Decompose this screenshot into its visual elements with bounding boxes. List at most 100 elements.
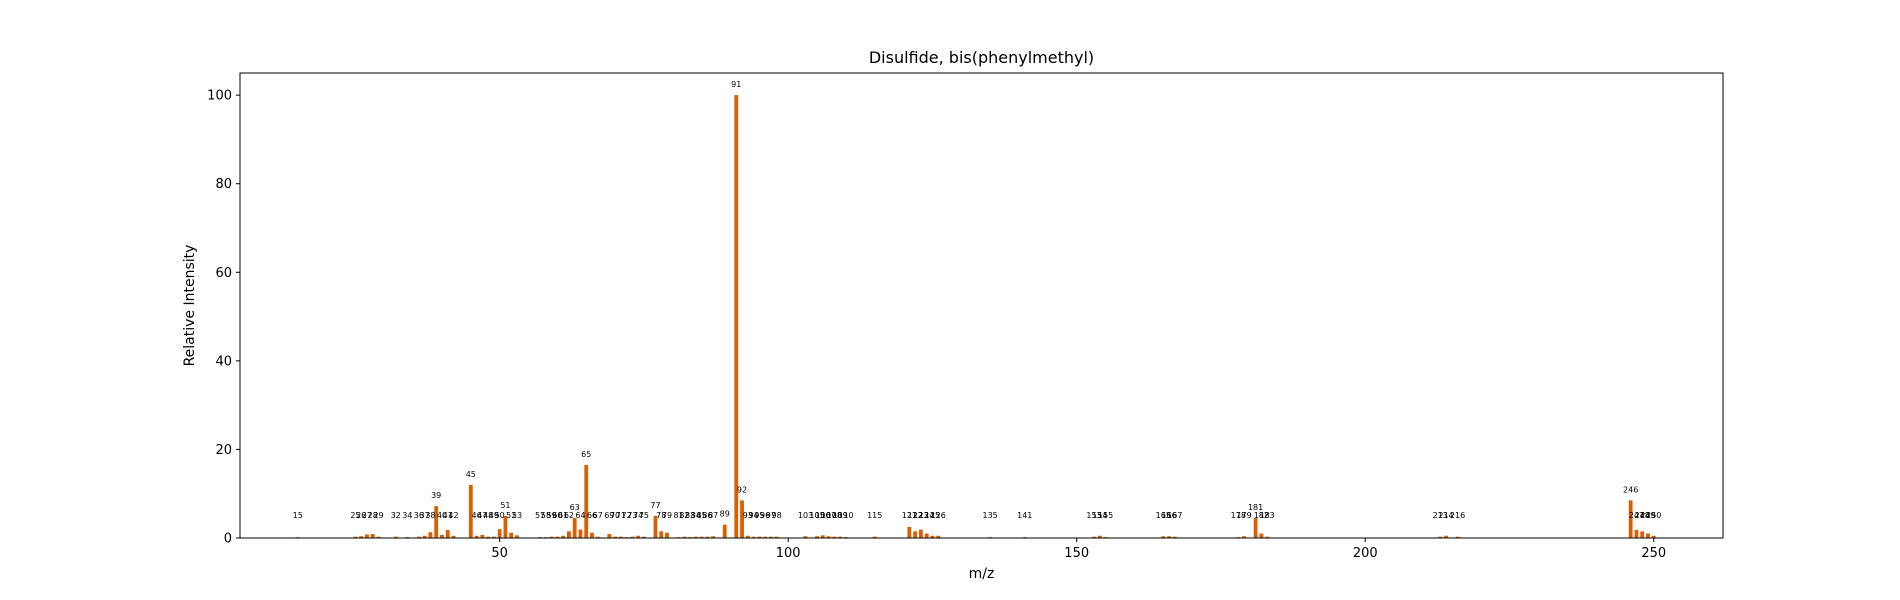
peak-label: 183 [1259,511,1274,520]
peak-label: 121 [902,511,917,520]
peak-label: 64 [575,511,585,520]
peak-label: 166 [1161,511,1176,520]
peak-bar [584,464,589,538]
peak-label: 91 [731,80,741,89]
peak-label: 42 [448,511,458,520]
peak-label: 50 [495,511,505,520]
peak-bar [936,535,941,538]
peak-bar [445,530,450,538]
peak-label: 97 [766,511,776,520]
peak-label: 153 [1086,511,1101,520]
peak-bar [763,536,768,538]
peak-bar [1167,536,1171,538]
peak-bar [930,535,935,538]
peak-bar [393,536,398,538]
peak-label: 249 [1640,511,1655,520]
peak-label: 165 [1156,511,1171,520]
peak-bar [555,536,560,538]
y-tick-label: 20 [215,443,232,458]
peak-bar [549,536,554,538]
peak-bar [486,536,491,538]
peak-bar [711,536,716,538]
peak-label: 109 [832,511,847,520]
peak-bar [468,484,473,538]
peak-bar [370,534,375,538]
peak-label: 214 [1438,511,1453,520]
peak-bar [1438,536,1443,538]
peak-label: 25 [350,511,360,520]
peak-label: 124 [919,511,934,520]
peak-label: 248 [1635,511,1650,520]
peak-label: 95 [754,511,764,520]
peak-label: 167 [1167,511,1182,520]
x-axis-label: m/z [969,566,995,582]
peak-bar [440,534,444,538]
peak-bar [642,536,646,538]
peak-bar [1097,535,1102,538]
peak-label: 36 [414,511,424,520]
peak-label: 83 [685,511,695,520]
peak-bar [474,535,479,538]
peak-bar [820,535,825,538]
peak-bar [365,534,369,538]
peak-label: 67 [593,511,603,520]
peak-label: 53 [512,511,522,520]
peak-label: 62 [564,511,574,520]
peak-label: 92 [737,485,747,494]
peak-bar [751,536,756,538]
peak-label: 74 [633,511,643,520]
peak-bar [618,536,623,538]
peak-bar [590,532,594,538]
peak-bar [774,536,779,538]
peak-bar [768,536,773,538]
peak-label: 107 [821,511,836,520]
peak-bar [838,536,843,538]
peak-label: 82 [679,511,689,520]
peak-bar [1172,536,1177,538]
peak-bar [636,535,641,538]
peak-label: 89 [720,510,730,519]
peak-bar [578,529,583,538]
y-tick-label: 40 [215,354,232,369]
peak-bar [924,533,929,538]
peak-label: 81 [673,511,683,520]
peak-label: 63 [570,503,580,512]
peak-label: 110 [838,511,853,520]
peak-label: 49 [489,511,499,520]
peak-bar [665,532,669,538]
peak-bar [1646,533,1650,538]
peak-label: 155 [1098,511,1113,520]
peak-label: 122 [907,511,922,520]
peak-label: 181 [1248,503,1263,512]
peak-bar [734,95,739,539]
peak-bar [693,536,698,538]
peak-bar [376,536,381,538]
peak-bar [740,500,744,538]
peak-bar [607,534,612,538]
peak-bar [416,536,421,538]
peak-bar [815,536,819,538]
peak-bar [832,536,837,538]
x-tick-label: 250 [1641,546,1666,561]
peak-bar [1444,535,1448,538]
peak-label: 34 [402,511,412,520]
peak-label: 45 [466,470,476,479]
peak-label: 61 [558,511,568,520]
peak-label: 78 [656,511,666,520]
peak-label: 52 [506,511,516,520]
peak-label: 69 [604,511,614,520]
peak-bar [1651,535,1656,538]
peak-bar [595,536,600,538]
peak-bar [1259,533,1264,538]
y-axis-label: Relative Intensity [182,245,198,367]
peak-label: 182 [1254,511,1269,520]
peak-bar [1628,500,1633,538]
plot-frame [239,72,1724,539]
peak-label: 179 [1236,511,1251,520]
peak-label: 115 [867,511,882,520]
peak-bar [1242,536,1246,538]
peak-label: 85 [697,511,707,520]
peak-bar [653,515,658,538]
peak-label: 51 [500,501,510,510]
